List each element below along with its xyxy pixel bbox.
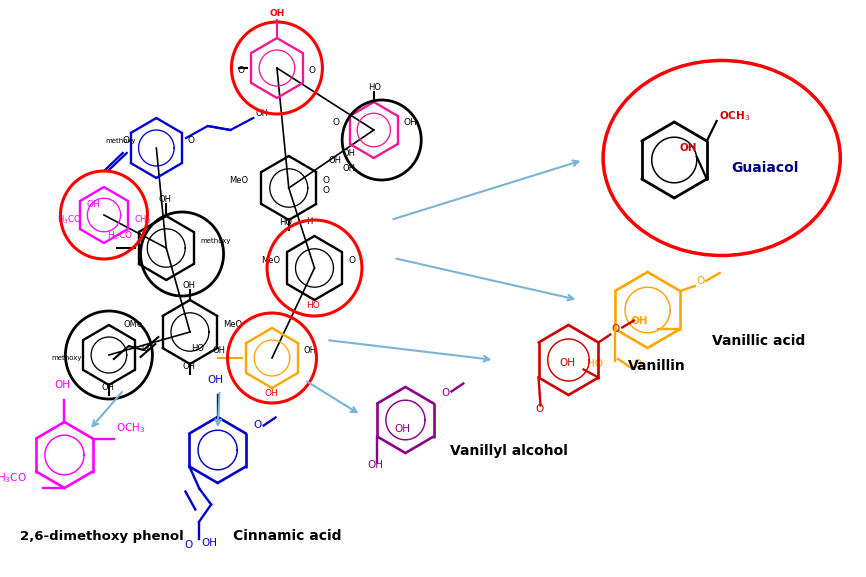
- Text: HO: HO: [191, 344, 204, 353]
- Text: CH$_3$: CH$_3$: [133, 214, 152, 227]
- Text: methoxy: methoxy: [52, 355, 82, 361]
- Text: Guaiacol: Guaiacol: [732, 161, 799, 175]
- Text: OH: OH: [55, 380, 70, 390]
- Text: H$_3$CO: H$_3$CO: [107, 229, 132, 242]
- Text: OCH$_3$: OCH$_3$: [719, 109, 750, 123]
- Text: O: O: [237, 66, 244, 75]
- Text: OH: OH: [404, 118, 417, 127]
- Text: methoxy: methoxy: [105, 138, 135, 144]
- Text: OH: OH: [342, 149, 355, 158]
- Text: OH: OH: [158, 195, 171, 204]
- Text: O: O: [611, 324, 619, 335]
- Text: MeO: MeO: [223, 320, 242, 329]
- Text: OH: OH: [255, 109, 268, 118]
- Text: OH: OH: [342, 164, 355, 173]
- Text: OMe: OMe: [124, 320, 143, 329]
- Text: OH: OH: [182, 281, 195, 290]
- Text: O: O: [141, 344, 149, 353]
- Text: O: O: [696, 276, 704, 286]
- Text: O: O: [348, 256, 355, 265]
- Text: OH: OH: [630, 316, 648, 326]
- Text: MeO: MeO: [229, 176, 249, 185]
- Text: O: O: [254, 421, 262, 430]
- Text: OH: OH: [208, 375, 223, 385]
- Text: OH: OH: [394, 424, 410, 433]
- Text: OCH$_3$: OCH$_3$: [116, 422, 145, 435]
- Text: O: O: [322, 186, 329, 195]
- Text: OH: OH: [101, 383, 114, 392]
- Text: OH: OH: [182, 362, 195, 371]
- Text: OH: OH: [269, 9, 284, 18]
- Text: HO: HO: [279, 218, 292, 227]
- Text: OH: OH: [679, 143, 696, 153]
- Text: O: O: [123, 136, 130, 145]
- Text: HO: HO: [587, 359, 604, 369]
- Text: HO: HO: [307, 301, 320, 310]
- Text: O: O: [308, 66, 315, 75]
- Text: Vanillic acid: Vanillic acid: [712, 334, 805, 348]
- Text: OH: OH: [201, 538, 217, 549]
- Text: O: O: [184, 541, 193, 550]
- Text: OH: OH: [264, 389, 278, 398]
- Text: Vanillin: Vanillin: [628, 359, 686, 373]
- Text: OH: OH: [87, 200, 100, 209]
- Text: H$_3$CO: H$_3$CO: [56, 214, 81, 227]
- Text: 2,6-dimethoxy phenol: 2,6-dimethoxy phenol: [20, 530, 184, 543]
- Text: O: O: [634, 359, 642, 369]
- Text: O: O: [322, 176, 329, 185]
- Text: OH: OH: [328, 156, 341, 165]
- Text: methoxy: methoxy: [201, 238, 231, 244]
- Text: OH: OH: [304, 346, 317, 355]
- Text: O: O: [333, 118, 339, 127]
- Text: OH: OH: [213, 346, 226, 355]
- Text: H$_3$CO: H$_3$CO: [0, 471, 27, 485]
- Text: MeO: MeO: [262, 256, 281, 265]
- Text: OH: OH: [559, 358, 575, 368]
- Text: OH: OH: [367, 460, 384, 470]
- Text: O: O: [535, 403, 544, 414]
- Text: O: O: [188, 136, 195, 145]
- Text: H: H: [307, 217, 313, 226]
- Text: HO: HO: [368, 83, 381, 92]
- Text: O: O: [442, 388, 449, 398]
- Text: Vanillyl alcohol: Vanillyl alcohol: [450, 444, 568, 458]
- Text: Cinnamic acid: Cinnamic acid: [234, 529, 342, 543]
